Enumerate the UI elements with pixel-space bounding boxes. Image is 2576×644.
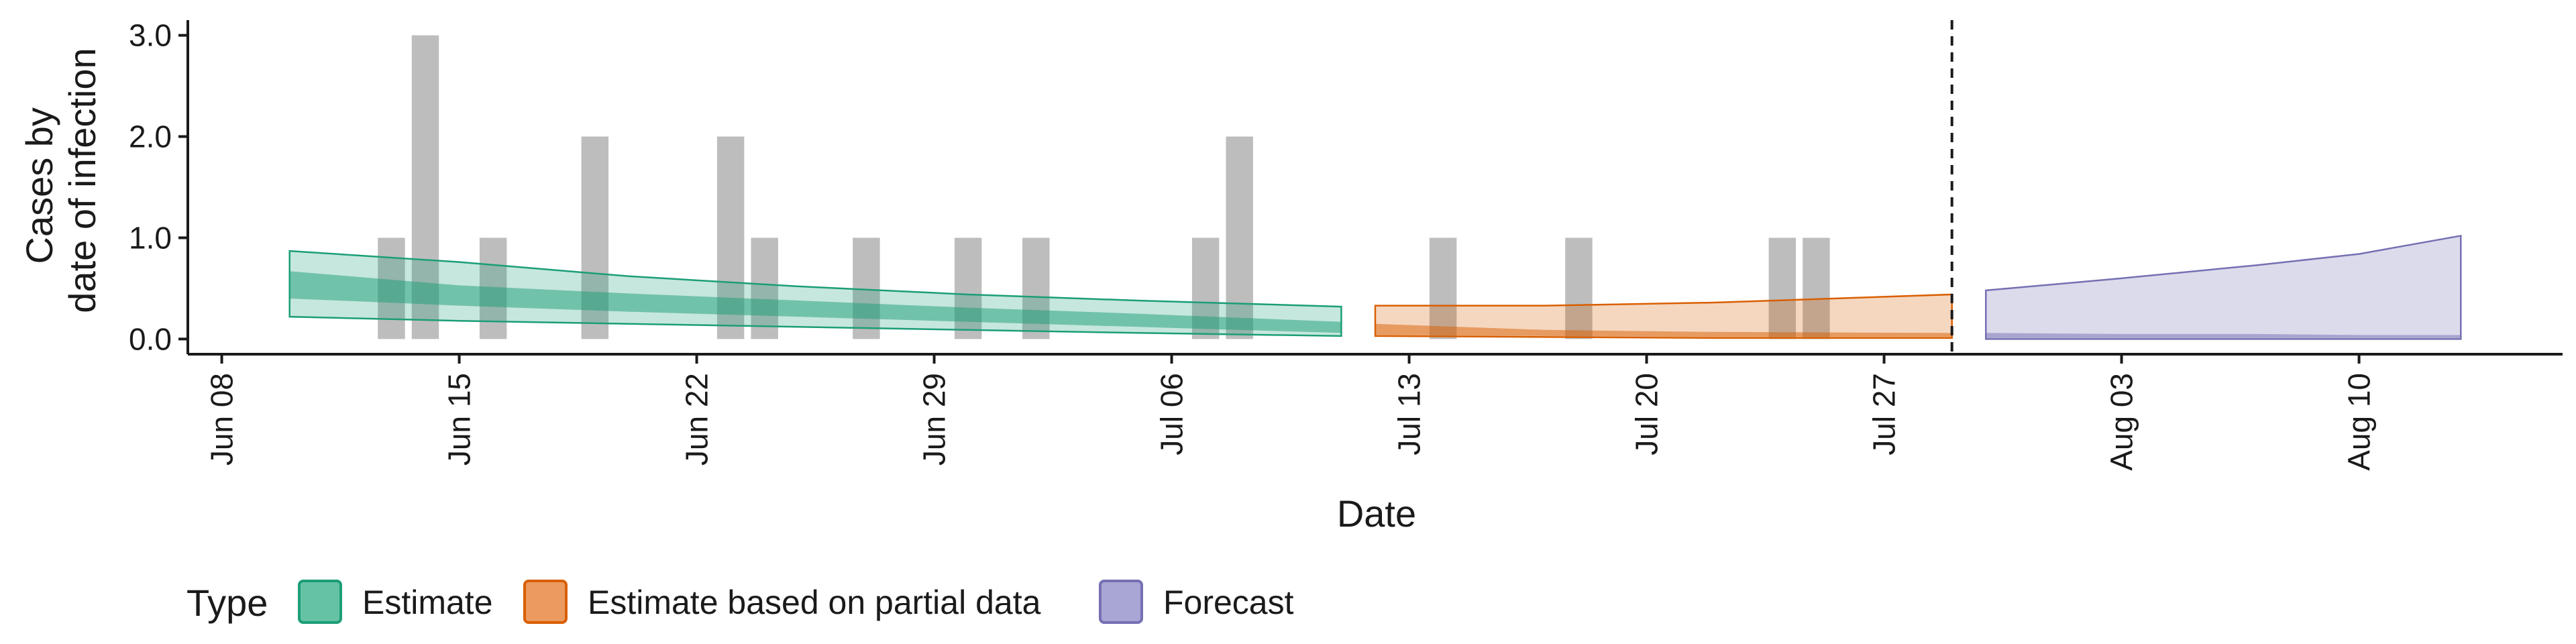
legend-title: Type — [186, 582, 268, 624]
case-bar-12 — [1565, 237, 1593, 339]
case-bar-14 — [1803, 237, 1830, 339]
y-tick-label-2: 2.0 — [129, 119, 172, 154]
legend-label-estimate: Estimate — [362, 584, 493, 621]
x-tick-label-8: Aug 03 — [2104, 373, 2139, 471]
y-axis-title: Cases by date of infection — [18, 48, 103, 313]
series-2-outer-band — [1985, 234, 2462, 340]
case-bar-13 — [1768, 237, 1796, 339]
x-tick-label-5: Jul 13 — [1392, 373, 1427, 455]
legend-key-partial — [523, 580, 568, 624]
y-axis-title-line-2: date of infection — [61, 48, 103, 313]
case-bar-5 — [751, 237, 778, 339]
legend-key-estimate — [298, 580, 342, 624]
series-2 — [1985, 234, 2462, 340]
series-0-inner-band — [289, 271, 1342, 333]
x-tick-label-3: Jun 29 — [917, 373, 952, 466]
y-tick-label-3: 3.0 — [129, 18, 172, 53]
legend-key-forecast — [1099, 580, 1143, 624]
x-tick-label-7: Jul 27 — [1867, 373, 1902, 455]
y-tick-label-1: 1.0 — [129, 220, 172, 255]
series-0 — [288, 250, 1342, 337]
x-tick-label-9: Aug 10 — [2342, 373, 2377, 471]
legend: Type Estimate Estimate based on partial … — [186, 580, 1294, 624]
x-tick-label-0: Jun 08 — [205, 373, 239, 466]
y-tick-label-0: 0.0 — [129, 321, 172, 356]
series-1-outer-band — [1374, 293, 1953, 339]
legend-label-partial: Estimate based on partial data — [588, 584, 1041, 621]
case-bar-11 — [1429, 237, 1457, 339]
series-1 — [1374, 293, 1953, 339]
x-axis-title: Date — [1337, 492, 1416, 535]
axes: 0.0 1.0 2.0 3.0 Jun 08 Jun 15 Jun 22 Jun 29 Jul … — [129, 18, 2563, 471]
x-tick-label-1: Jun 15 — [442, 373, 477, 466]
x-tick-label-6: Jul 20 — [1629, 373, 1664, 455]
estimate-bands — [288, 234, 2462, 340]
case-bar-7 — [954, 237, 982, 339]
x-tick-label-4: Jul 06 — [1155, 373, 1189, 455]
y-axis-title-line-1: Cases by — [18, 107, 60, 264]
legend-label-forecast: Forecast — [1163, 584, 1294, 621]
series-1-inner-band — [1375, 323, 1952, 337]
series-2-inner-band — [1986, 333, 2461, 338]
x-tick-label-2: Jun 22 — [680, 373, 714, 466]
case-bar-10 — [1226, 136, 1253, 339]
